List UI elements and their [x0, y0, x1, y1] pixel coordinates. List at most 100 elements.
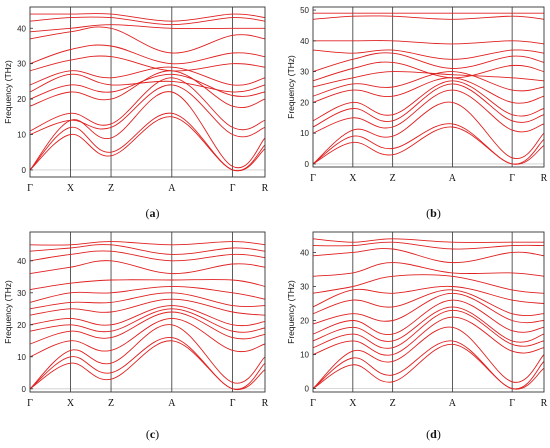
chart-panel-b: 0 10 20 30 40 50 Γ X Z A Γ R Frequency (THz) (b) [286, 6, 548, 220]
band-line-11 [29, 44, 266, 65]
x-tick-label: R [262, 398, 269, 409]
band-line-9 [312, 289, 545, 317]
band-line-7 [29, 305, 266, 327]
band-line-13 [313, 40, 545, 45]
band-line-12 [29, 26, 266, 54]
band-line-7 [312, 77, 545, 104]
x-tick-label: R [541, 173, 548, 184]
band-line-3 [312, 326, 545, 389]
band-line-13 [312, 248, 545, 264]
x-tick-label: A [168, 183, 176, 194]
band-line-8 [29, 73, 266, 93]
panel-caption: (d) [426, 427, 441, 441]
panel-caption: (a) [146, 206, 160, 220]
band-line-10 [312, 285, 545, 308]
plot-frame [312, 6, 545, 168]
band-line-14 [312, 15, 545, 20]
band-line-2 [312, 123, 545, 165]
band-line-7 [312, 299, 545, 336]
x-tick-label: Γ [310, 173, 316, 184]
band-line-6 [312, 306, 545, 343]
band-line-8 [312, 292, 545, 325]
band-line-1 [312, 343, 545, 390]
x-tick-label: A [168, 398, 176, 409]
band-line-9 [312, 71, 545, 88]
band-line-6 [29, 308, 266, 333]
band-line-10 [312, 61, 545, 82]
band-line-5 [312, 83, 545, 128]
band-line-6 [29, 70, 266, 108]
band-line-12 [29, 260, 266, 275]
y-tick-label: 0 [305, 160, 310, 169]
band-line-2 [29, 112, 266, 172]
band-line-13 [29, 250, 266, 262]
y-tick-label: 30 [300, 282, 309, 291]
y-tick-label: 50 [300, 6, 309, 15]
x-tick-label: Z [108, 398, 114, 409]
x-tick-label: X [349, 398, 357, 409]
y-tick-label: 0 [305, 385, 310, 394]
y-tick-label: 20 [17, 95, 26, 104]
y-tick-label: 10 [17, 131, 26, 140]
x-tick-label: A [449, 398, 457, 409]
band-line-8 [29, 298, 266, 316]
y-tick-label: 0 [22, 166, 27, 175]
x-tick-label: X [67, 183, 75, 194]
y-axis-label: Frequency (THz) [3, 60, 13, 124]
chart-panel-c: 0 10 20 30 40 Γ X Z A Γ R Frequency (THz) (c) [3, 231, 269, 441]
y-axis-label: Frequency (THz) [286, 280, 296, 344]
y-tick-label: 30 [17, 289, 26, 298]
y-tick-label: 40 [17, 24, 26, 33]
x-tick-label: Z [390, 173, 396, 184]
plot-frame [312, 231, 545, 393]
y-axis-label: Frequency (THz) [286, 55, 296, 119]
y-tick-label: 30 [300, 68, 309, 77]
band-line-7 [29, 73, 266, 100]
y-tick-label: 0 [22, 385, 27, 394]
y-tick-label: 20 [300, 317, 309, 326]
x-tick-label: Γ [27, 183, 33, 194]
y-tick-label: 40 [300, 37, 309, 46]
band-line-12 [312, 262, 545, 277]
band-line-10 [29, 55, 266, 72]
x-tick-label: A [449, 173, 457, 184]
band-line-15 [29, 241, 266, 246]
x-tick-label: Γ [509, 173, 515, 184]
y-tick-label: 40 [17, 257, 26, 266]
band-line-4 [29, 317, 266, 358]
y-tick-label: 30 [17, 60, 26, 69]
x-tick-label: Z [108, 183, 114, 194]
x-tick-label: Γ [310, 398, 316, 409]
band-line-2 [312, 340, 545, 390]
y-tick-label: 40 [300, 248, 309, 257]
band-line-14 [29, 16, 266, 26]
band-line-9 [29, 66, 266, 86]
band-line-8 [312, 71, 545, 97]
x-tick-label: Γ [230, 183, 236, 194]
y-tick-label: 10 [300, 129, 309, 138]
band-line-13 [29, 24, 265, 33]
band-line-1 [29, 340, 266, 391]
band-line-14 [29, 244, 266, 255]
band-line-15 [312, 238, 545, 243]
band-line-4 [312, 316, 545, 356]
x-tick-label: Z [390, 398, 396, 409]
band-line-11 [29, 279, 266, 291]
x-tick-label: R [541, 398, 548, 409]
band-line-10 [29, 285, 266, 303]
x-tick-label: R [262, 183, 269, 194]
band-line-4 [312, 89, 545, 134]
x-tick-label: Γ [509, 398, 515, 409]
panel-caption: (b) [426, 206, 441, 220]
band-line-4 [29, 84, 266, 138]
band-line-9 [29, 292, 266, 310]
band-line-2 [29, 337, 266, 390]
band-line-5 [29, 311, 266, 345]
band-line-3 [312, 101, 545, 165]
x-tick-label: Γ [230, 398, 236, 409]
y-axis-label: Frequency (THz) [3, 280, 13, 344]
y-tick-label: 10 [300, 351, 309, 360]
band-line-1 [29, 116, 266, 172]
x-tick-label: X [349, 173, 357, 184]
